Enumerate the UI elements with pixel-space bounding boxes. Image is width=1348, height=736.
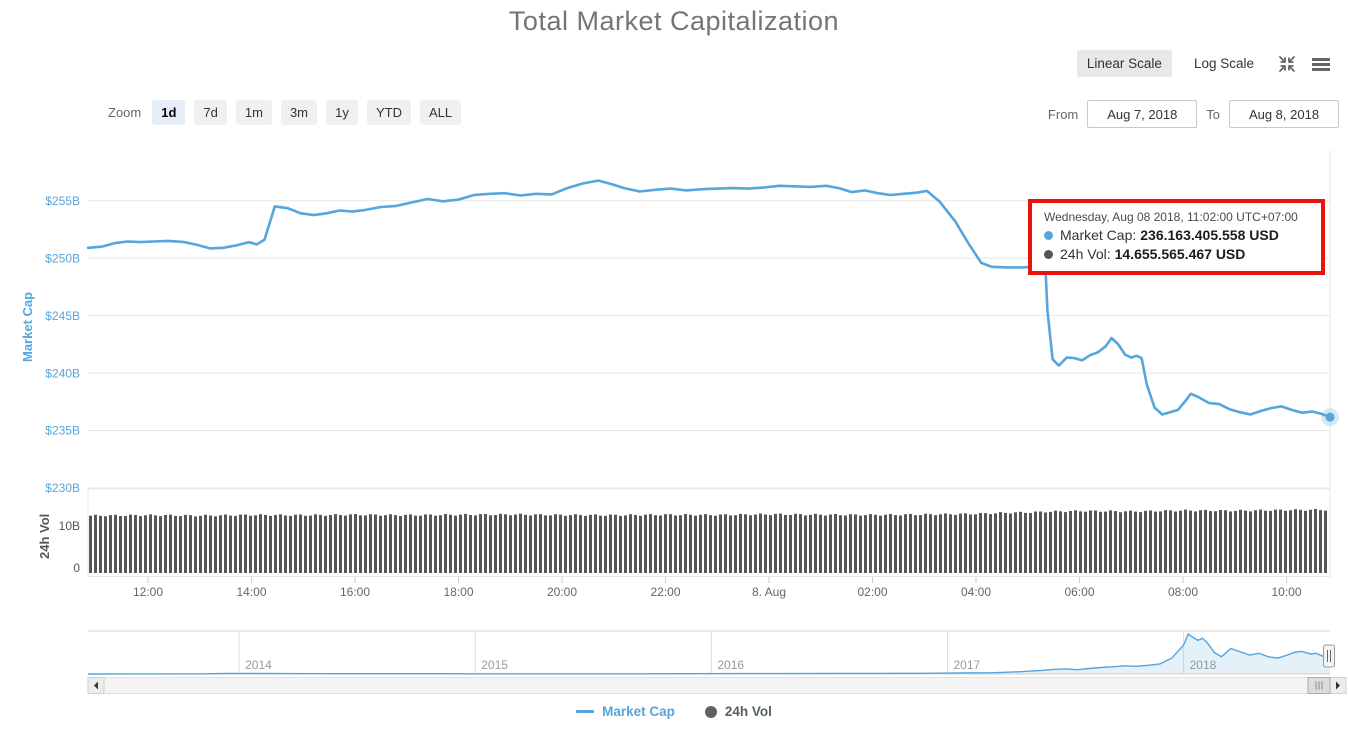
svg-text:06:00: 06:00 xyxy=(1065,585,1095,599)
from-label: From xyxy=(1047,106,1079,122)
market-cap-bullet-icon xyxy=(1044,230,1053,240)
zoom-button-1d[interactable]: 1d xyxy=(152,100,186,125)
shrink-arrows-icon[interactable] xyxy=(1276,53,1298,75)
legend-item-market-cap[interactable]: Market Cap xyxy=(576,704,675,719)
to-label: To xyxy=(1206,106,1220,122)
svg-text:0: 0 xyxy=(73,561,80,575)
svg-text:14:00: 14:00 xyxy=(237,585,267,599)
last-point-marker xyxy=(1321,408,1339,427)
log-scale-button[interactable]: Log Scale xyxy=(1193,56,1254,71)
zoom-label: Zoom xyxy=(108,105,142,120)
svg-text:2015: 2015 xyxy=(481,658,508,672)
tooltip-volume-value: 14.655.565.467 USD xyxy=(1114,246,1246,262)
tooltip-volume-row: 24h Vol: 14.655.565.467 USD xyxy=(1044,246,1309,262)
market-cap-axis-title: Market Cap xyxy=(20,291,35,362)
svg-text:18:00: 18:00 xyxy=(444,585,474,599)
chart-legend: Market Cap 24h Vol xyxy=(0,704,1348,719)
hamburger-menu-icon[interactable] xyxy=(1310,53,1332,75)
market-cap-line xyxy=(86,179,1332,419)
linear-scale-button[interactable]: Linear Scale xyxy=(1076,50,1172,77)
svg-text:08:00: 08:00 xyxy=(1168,585,1198,599)
zoom-button-3m[interactable]: 3m xyxy=(280,100,317,125)
navigator-right-handle[interactable] xyxy=(1323,644,1335,668)
main-y-axis-labels: $230B $235B $240B $245B $250B $255B xyxy=(45,194,80,495)
volume-bullet-icon xyxy=(1044,249,1053,259)
scrollbar-thumb[interactable] xyxy=(1307,677,1331,694)
chart-tooltip: Wednesday, Aug 08 2018, 11:02:00 UTC+07:… xyxy=(1028,199,1325,275)
svg-text:16:00: 16:00 xyxy=(340,585,370,599)
tooltip-market-cap-row: Market Cap: 236.163.405.558 USD xyxy=(1044,227,1309,243)
tooltip-datetime: Wednesday, Aug 08 2018, 11:02:00 UTC+07:… xyxy=(1044,210,1298,224)
svg-text:10:00: 10:00 xyxy=(1272,585,1302,599)
svg-text:$230B: $230B xyxy=(45,481,80,495)
zoom-button-1y[interactable]: 1y xyxy=(326,100,358,125)
svg-text:04:00: 04:00 xyxy=(961,585,991,599)
svg-text:$250B: $250B xyxy=(45,251,80,265)
zoom-button-all[interactable]: ALL xyxy=(420,100,462,125)
zoom-button-1m[interactable]: 1m xyxy=(235,100,272,125)
from-date-input[interactable] xyxy=(1087,100,1198,128)
scale-controls: Linear Scale Log Scale xyxy=(1076,50,1332,77)
svg-text:2018: 2018 xyxy=(1190,658,1217,672)
zoom-controls: Zoom 1d 7d 1m 3m 1y YTD ALL xyxy=(108,100,462,125)
svg-text:12:00: 12:00 xyxy=(133,585,163,599)
svg-text:8. Aug: 8. Aug xyxy=(752,585,786,599)
zoom-button-ytd[interactable]: YTD xyxy=(367,100,411,125)
tooltip-market-cap-value: 236.163.405.558 USD xyxy=(1140,227,1279,243)
svg-text:2014: 2014 xyxy=(245,658,272,672)
tooltip-market-cap-label: Market Cap: xyxy=(1060,227,1137,243)
navigator[interactable]: 2014 2015 2016 2017 2018 xyxy=(87,630,1331,675)
legend-item-volume[interactable]: 24h Vol xyxy=(704,704,772,719)
svg-text:2017: 2017 xyxy=(953,658,980,672)
svg-text:10B: 10B xyxy=(59,519,80,533)
scrollbar[interactable] xyxy=(103,677,1315,694)
legend-market-cap-label: Market Cap xyxy=(602,704,675,719)
page-title: Total Market Capitalization xyxy=(508,6,840,36)
svg-text:$245B: $245B xyxy=(45,309,80,323)
market-cap-line-icon xyxy=(576,710,595,713)
zoom-button-7d[interactable]: 7d xyxy=(194,100,227,125)
scrollbar-left-button[interactable] xyxy=(87,677,105,694)
svg-text:22:00: 22:00 xyxy=(651,585,681,599)
volume-axis-title: 24h Vol xyxy=(37,513,52,559)
legend-volume-label: 24h Vol xyxy=(724,704,772,719)
svg-text:2016: 2016 xyxy=(717,658,744,672)
main-x-axis-labels: 12:00 14:00 16:00 18:00 20:00 22:00 8. Aug 02:0… xyxy=(133,577,1302,599)
svg-text:20:00: 20:00 xyxy=(547,585,577,599)
svg-text:$255B: $255B xyxy=(45,194,80,208)
svg-text:$235B: $235B xyxy=(45,424,80,438)
tooltip-volume-label: 24h Vol: xyxy=(1060,246,1111,262)
svg-text:$240B: $240B xyxy=(45,366,80,380)
to-date-input[interactable] xyxy=(1229,100,1339,128)
volume-dot-icon xyxy=(704,705,717,718)
date-range-controls: From To xyxy=(1048,100,1339,128)
volume-bars xyxy=(89,509,1327,573)
scrollbar-right-button[interactable] xyxy=(1329,677,1347,694)
svg-text:02:00: 02:00 xyxy=(858,585,888,599)
